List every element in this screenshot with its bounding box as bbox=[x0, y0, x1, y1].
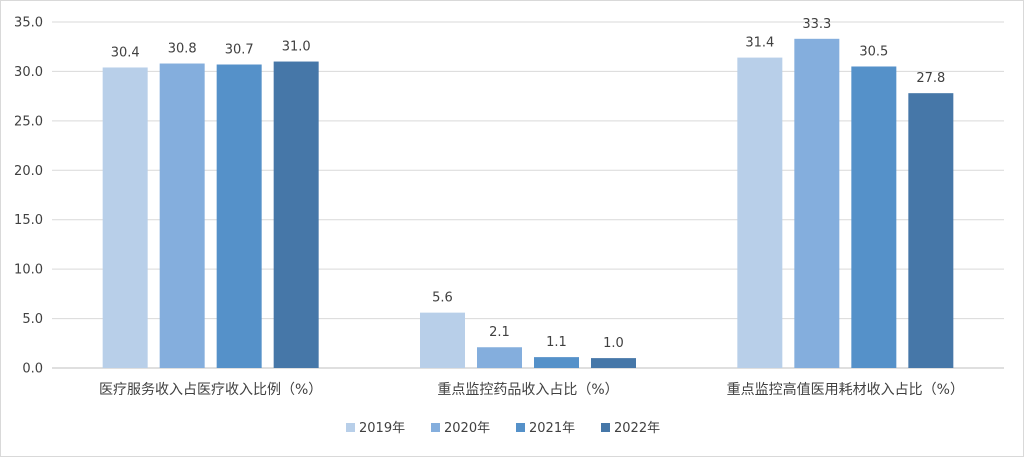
bar bbox=[794, 38, 840, 368]
y-tick-label: 15.0 bbox=[14, 213, 43, 228]
y-tick-label: 10.0 bbox=[14, 263, 43, 278]
data-label: 5.6 bbox=[432, 291, 453, 306]
bar bbox=[102, 67, 148, 368]
data-label: 2.1 bbox=[489, 325, 510, 340]
y-tick-label: 5.0 bbox=[22, 312, 43, 327]
bar bbox=[908, 93, 954, 369]
category-label: 重点监控高值医用耗材收入占比（%） bbox=[727, 381, 964, 398]
legend-label: 2022年 bbox=[614, 421, 660, 436]
data-label: 27.8 bbox=[916, 71, 945, 86]
legend-swatch bbox=[516, 423, 525, 432]
bar bbox=[273, 61, 319, 369]
legend-label: 2021年 bbox=[529, 421, 575, 436]
data-label: 31.0 bbox=[282, 40, 311, 55]
data-label: 30.5 bbox=[859, 44, 888, 59]
data-label: 30.8 bbox=[168, 42, 197, 57]
y-tick-label: 35.0 bbox=[14, 16, 43, 31]
y-tick-label: 20.0 bbox=[14, 164, 43, 179]
data-label: 30.7 bbox=[225, 43, 254, 58]
legend-swatch bbox=[346, 423, 355, 432]
bar bbox=[216, 64, 262, 368]
bar bbox=[420, 312, 465, 368]
legend-swatch bbox=[431, 423, 440, 432]
bar bbox=[477, 347, 522, 368]
legend-label: 2020年 bbox=[444, 421, 490, 436]
data-label: 30.4 bbox=[111, 45, 140, 60]
category-label: 医疗服务收入占医疗收入比例（%） bbox=[99, 382, 322, 398]
data-label: 1.0 bbox=[603, 336, 624, 351]
data-label: 31.4 bbox=[745, 36, 774, 51]
bar bbox=[737, 57, 783, 369]
bar bbox=[591, 358, 636, 368]
y-tick-label: 0.0 bbox=[22, 362, 43, 377]
bar bbox=[159, 63, 205, 369]
legend-label: 2019年 bbox=[359, 421, 405, 436]
bar bbox=[534, 357, 579, 368]
y-tick-label: 30.0 bbox=[14, 65, 43, 80]
bar bbox=[851, 66, 897, 368]
data-label: 33.3 bbox=[802, 17, 831, 32]
data-label: 1.1 bbox=[546, 335, 567, 350]
legend-swatch bbox=[601, 423, 610, 432]
category-label: 重点监控药品收入占比（%） bbox=[437, 382, 618, 398]
y-tick-label: 25.0 bbox=[14, 114, 43, 129]
